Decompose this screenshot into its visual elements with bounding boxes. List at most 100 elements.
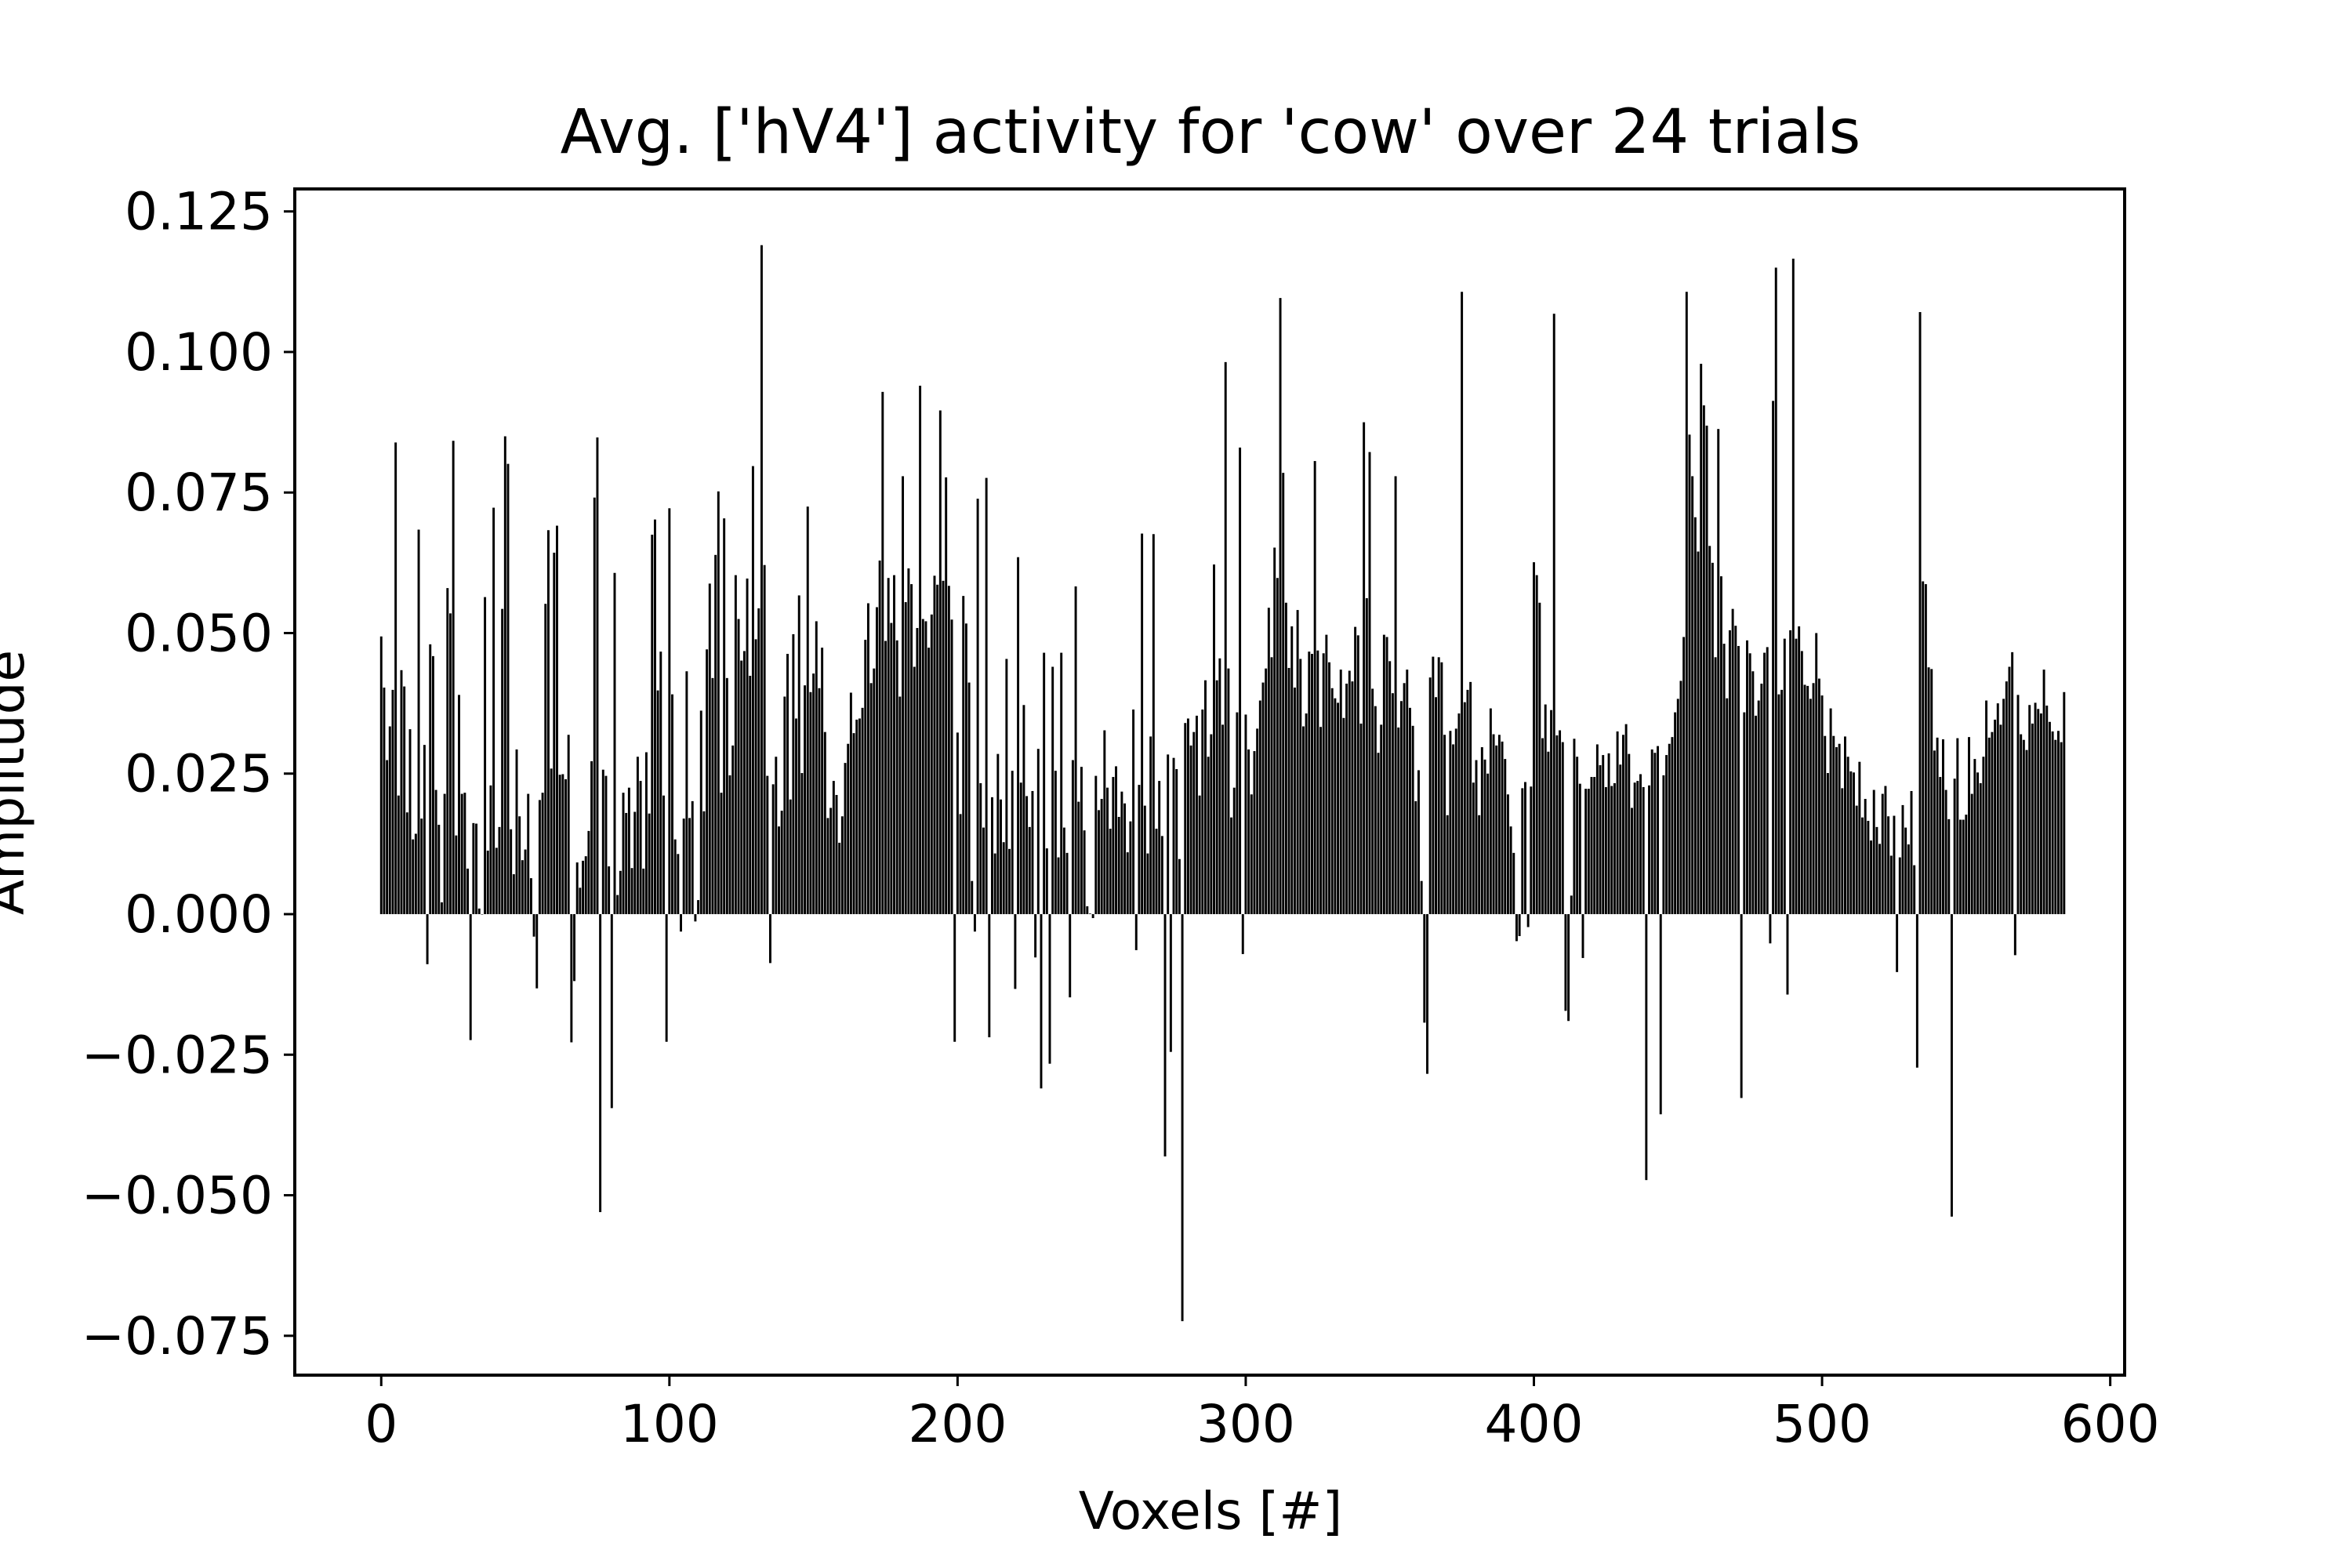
bar-voxel-87 xyxy=(630,868,633,915)
bar-voxel-288 xyxy=(1210,734,1213,915)
bar-voxel-372 xyxy=(1452,744,1455,915)
bar-voxel-214 xyxy=(996,753,1000,915)
bar-voxel-83 xyxy=(619,870,622,915)
bar-voxel-60 xyxy=(553,552,556,915)
bar-voxel-416 xyxy=(1578,783,1581,915)
bar-voxel-175 xyxy=(884,641,887,915)
bar-voxel-549 xyxy=(1962,819,1965,915)
bar-voxel-73 xyxy=(590,760,593,915)
bar-voxel-376 xyxy=(1463,702,1466,915)
y-tick-label: 0.025 xyxy=(125,744,273,804)
bar-voxel-388 xyxy=(1497,735,1501,915)
bar-voxel-532 xyxy=(1913,865,1916,915)
bar-voxel-584 xyxy=(2063,691,2066,915)
bar-voxel-276 xyxy=(1175,769,1178,915)
bar-voxel-462 xyxy=(1711,562,1714,915)
bar-voxel-30 xyxy=(466,868,470,915)
bar-voxel-407 xyxy=(1552,314,1555,915)
bar-voxel-478 xyxy=(1757,700,1760,915)
bar-voxel-510 xyxy=(1849,771,1853,915)
bar-voxel-7 xyxy=(400,670,403,914)
bar-voxel-17 xyxy=(429,644,432,915)
bar-voxel-523 xyxy=(1887,816,1890,915)
bar-voxel-370 xyxy=(1446,815,1449,915)
bar-voxel-63 xyxy=(561,774,564,915)
bar-voxel-212 xyxy=(991,797,993,915)
bar-voxel-316 xyxy=(1290,626,1294,915)
bar-voxel-459 xyxy=(1702,405,1705,915)
bar-voxel-242 xyxy=(1077,801,1080,915)
bar-voxel-506 xyxy=(1838,743,1841,915)
bar-voxel-483 xyxy=(1772,401,1775,915)
bar-voxel-88 xyxy=(633,811,637,915)
bar-voxel-42 xyxy=(501,608,504,915)
bar-voxel-431 xyxy=(1621,735,1624,915)
bar-voxel-504 xyxy=(1832,735,1835,915)
bar-voxel-139 xyxy=(780,811,783,915)
bar-voxel-519 xyxy=(1875,826,1878,914)
bar-voxel-23 xyxy=(446,588,449,915)
bar-voxel-119 xyxy=(723,518,726,915)
bar-voxel-377 xyxy=(1466,689,1469,915)
bar-voxel-515 xyxy=(1864,799,1867,915)
bar-voxel-488 xyxy=(1786,914,1789,995)
bar-voxel-103 xyxy=(677,854,680,915)
bar-voxel-560 xyxy=(1994,719,1997,915)
bar-voxel-489 xyxy=(1789,630,1792,915)
bar-voxel-349 xyxy=(1385,637,1388,915)
bar-voxel-529 xyxy=(1904,827,1907,915)
y-tick-label: 0.000 xyxy=(125,884,273,945)
bar-voxel-335 xyxy=(1345,684,1348,915)
y-tick-label: −0.025 xyxy=(82,1025,273,1085)
bar-voxel-554 xyxy=(1976,772,1980,915)
bar-voxel-400 xyxy=(1533,562,1535,915)
bar-voxel-572 xyxy=(2028,705,2031,915)
bar-voxel-445 xyxy=(1662,775,1665,915)
bar-voxel-438 xyxy=(1642,786,1645,915)
bar-voxel-379 xyxy=(1472,782,1475,915)
bar-voxel-450 xyxy=(1676,699,1679,914)
bar-voxel-205 xyxy=(971,880,974,915)
bar-voxel-121 xyxy=(728,775,731,915)
bar-voxel-344 xyxy=(1371,688,1374,915)
bar-voxel-70 xyxy=(582,860,585,915)
bar-voxel-439 xyxy=(1645,914,1648,1181)
bar-voxel-66 xyxy=(570,914,573,1043)
bar-voxel-562 xyxy=(1999,724,2002,915)
bar-voxel-201 xyxy=(959,814,962,915)
bar-voxel-149 xyxy=(809,691,812,915)
bar-voxel-255 xyxy=(1115,766,1118,915)
bar-voxel-41 xyxy=(498,826,501,914)
bar-voxel-533 xyxy=(1915,914,1918,1068)
bar-voxel-146 xyxy=(800,773,804,915)
bar-voxel-198 xyxy=(950,619,953,915)
bar-voxel-61 xyxy=(556,525,558,915)
bar-voxel-347 xyxy=(1380,724,1383,915)
bar-voxel-274 xyxy=(1169,914,1172,1052)
bar-voxel-294 xyxy=(1227,668,1230,915)
bar-voxel-476 xyxy=(1751,671,1755,915)
bar-voxel-125 xyxy=(740,660,743,914)
bar-voxel-267 xyxy=(1149,736,1152,915)
bar-voxel-151 xyxy=(815,621,818,915)
bar-voxel-203 xyxy=(964,623,967,915)
bar-voxel-355 xyxy=(1403,683,1406,915)
bar-voxel-469 xyxy=(1731,608,1734,915)
bar-voxel-425 xyxy=(1604,786,1607,915)
bar-voxel-197 xyxy=(947,586,950,915)
bar-voxel-131 xyxy=(757,608,760,915)
bar-voxel-366 xyxy=(1435,697,1437,915)
bar-voxel-191 xyxy=(930,614,933,915)
bar-voxel-432 xyxy=(1624,724,1628,915)
bar-voxel-256 xyxy=(1117,816,1120,915)
bar-voxel-56 xyxy=(541,793,544,915)
bar-voxel-228 xyxy=(1036,749,1040,915)
bar-voxel-291 xyxy=(1218,658,1221,915)
bar-voxel-253 xyxy=(1109,829,1112,915)
bar-voxel-268 xyxy=(1152,534,1155,915)
bar-voxel-269 xyxy=(1155,829,1158,915)
bar-voxel-365 xyxy=(1432,656,1435,915)
bar-voxel-188 xyxy=(921,619,924,915)
bar-voxel-229 xyxy=(1040,914,1043,1089)
bar-voxel-82 xyxy=(616,895,619,915)
